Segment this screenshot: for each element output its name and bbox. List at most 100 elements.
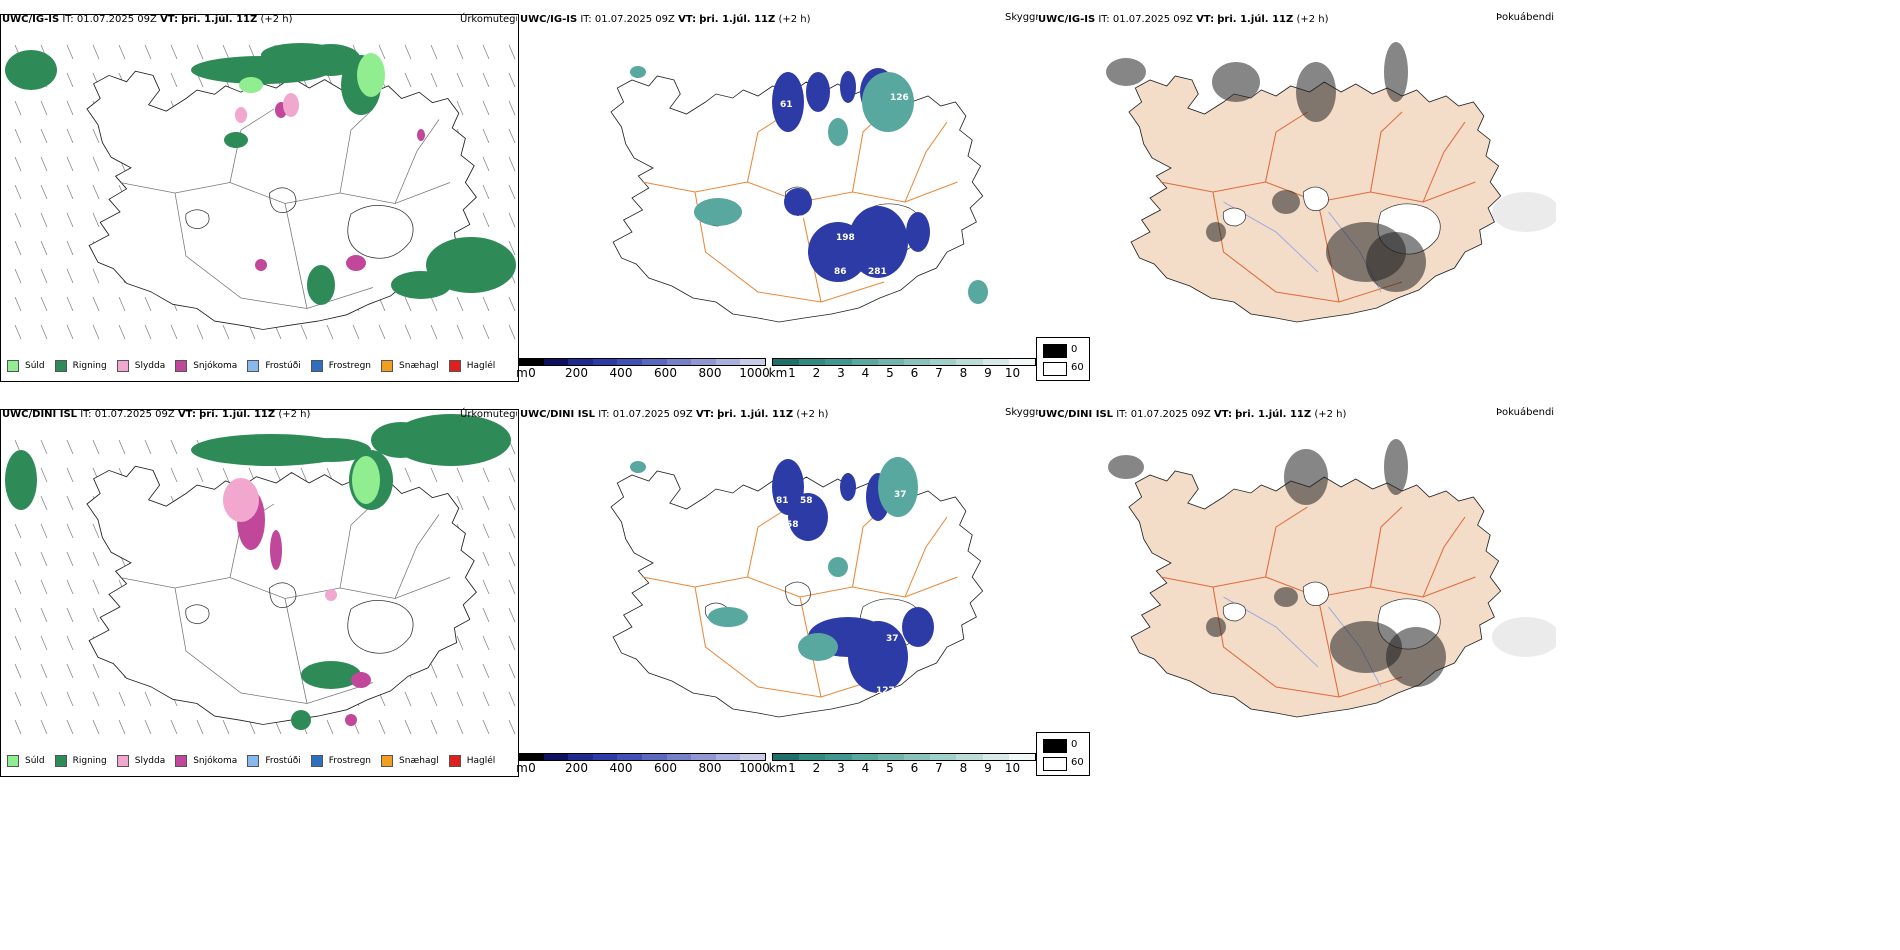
cloud-value-label: 81 bbox=[776, 496, 789, 506]
visibility-tick: 9 bbox=[984, 761, 992, 775]
wind-barb bbox=[40, 240, 48, 256]
wind-barb bbox=[40, 495, 48, 511]
wind-barb bbox=[118, 324, 126, 340]
fog-legend: 0 60 bbox=[1036, 337, 1090, 381]
wind-barb bbox=[66, 579, 74, 595]
it-label: IT: bbox=[1116, 409, 1128, 420]
ceiling-tick: 200 bbox=[565, 366, 588, 380]
legend-item: Frostúði bbox=[247, 755, 301, 767]
model-label: UWC/DINI ISL bbox=[520, 409, 596, 420]
colorbar-segment bbox=[877, 754, 905, 760]
legend-swatch bbox=[116, 755, 129, 767]
wind-barb bbox=[40, 635, 48, 651]
cloud-value-label: 126 bbox=[890, 93, 909, 103]
wind-barb bbox=[456, 663, 464, 679]
wind-barb bbox=[92, 268, 100, 284]
wind-barb bbox=[352, 324, 360, 340]
legend-item: Slydda bbox=[116, 360, 165, 372]
wind-barb bbox=[482, 128, 490, 144]
cloud-value-label: 69 bbox=[788, 133, 801, 143]
wind-barb bbox=[456, 72, 464, 88]
legend-swatch bbox=[310, 755, 323, 767]
wind-barb bbox=[14, 523, 22, 539]
wind-barb bbox=[482, 184, 490, 200]
drizzle-area bbox=[239, 77, 263, 93]
fog-map[interactable] bbox=[1036, 407, 1556, 752]
wind-barb bbox=[118, 719, 126, 735]
legend-item: Frostregn bbox=[310, 755, 371, 767]
fog-area bbox=[1384, 42, 1408, 102]
vt-value: þri. 1.júl. 11Z bbox=[199, 409, 276, 420]
wind-barb bbox=[14, 551, 22, 567]
colorbar-segment bbox=[799, 754, 826, 760]
cloud-value-label: 137 bbox=[786, 215, 805, 225]
sleet-area bbox=[283, 93, 299, 117]
precip-legend: Súld Rigning Slydda Snjókoma Frostúði Fr… bbox=[1, 750, 499, 772]
wind-barb bbox=[482, 607, 490, 623]
vt-value: þri. 1.júl. 11Z bbox=[1235, 409, 1312, 420]
precip-map[interactable] bbox=[1, 15, 516, 380]
colorbar-segment bbox=[715, 754, 741, 760]
fog-swatch-black bbox=[1043, 739, 1067, 753]
wind-barb bbox=[508, 719, 516, 735]
colorbar-segment bbox=[740, 754, 765, 760]
colorbar-segment bbox=[691, 754, 716, 760]
wind-barb bbox=[66, 156, 74, 172]
wind-barb bbox=[66, 72, 74, 88]
glacier-outline bbox=[1302, 186, 1329, 211]
legend-label: Snjókoma bbox=[193, 361, 238, 371]
precip-map[interactable] bbox=[1, 410, 516, 775]
it-label: IT: bbox=[62, 14, 74, 25]
wind-barb bbox=[508, 691, 516, 707]
colorbar-segment bbox=[904, 754, 931, 760]
ceiling-tick: 400 bbox=[609, 366, 633, 380]
colorbar-segment bbox=[617, 359, 642, 365]
wind-barb bbox=[482, 495, 490, 511]
ceiling-tick: 800 bbox=[698, 366, 722, 380]
colorbar-segment bbox=[543, 359, 569, 365]
wind-barb bbox=[482, 719, 490, 735]
wind-barb bbox=[508, 523, 516, 539]
colorbar-segment bbox=[592, 754, 618, 760]
wind-barb bbox=[508, 296, 516, 312]
visibility-unit: km bbox=[768, 366, 788, 380]
colorbar-segment bbox=[519, 754, 544, 760]
cloud-map[interactable]: 81 58 37 58 37 127 110 68 bbox=[518, 407, 1038, 752]
wind-barb bbox=[66, 495, 74, 511]
cloud-panel: 81 58 37 58 37 127 110 68 UWC/DINI ISL IT: 01.0… bbox=[518, 407, 1038, 777]
fog-area bbox=[1274, 587, 1298, 607]
wind-barb bbox=[326, 324, 334, 340]
wind-barb bbox=[66, 663, 74, 679]
wind-barb bbox=[66, 607, 74, 623]
lead-time: (+2 h) bbox=[278, 409, 311, 420]
visibility-tick: 2 bbox=[812, 761, 821, 775]
panel-header: UWC/DINI ISL IT: 01.07.2025 09Z VT: þri.… bbox=[2, 409, 310, 420]
lead-time: (+2 h) bbox=[1314, 409, 1347, 420]
wind-barb bbox=[144, 439, 152, 455]
legend-label: Rigning bbox=[72, 361, 107, 371]
wind-barb bbox=[66, 296, 74, 312]
legend-label: Haglél bbox=[466, 361, 496, 371]
model-label: UWC/IG-IS bbox=[520, 14, 578, 25]
glacier-outline bbox=[185, 604, 210, 625]
ceiling-tick: 400 bbox=[609, 761, 633, 775]
model-label: UWC/IG-IS bbox=[1038, 14, 1096, 25]
fog-title: Þokuábendi bbox=[1496, 407, 1555, 418]
fog-area bbox=[1108, 455, 1144, 479]
wind-barb bbox=[222, 719, 230, 735]
ceiling-area bbox=[788, 493, 828, 541]
precip-legend: Súld Rigning Slydda Snjókoma Frostúði Fr… bbox=[1, 355, 499, 377]
ceiling-colorbar bbox=[518, 753, 766, 761]
panel-header: UWC/IG-IS IT: 01.07.2025 09Z VT: þri. 1.… bbox=[2, 14, 293, 25]
wind-barb bbox=[40, 296, 48, 312]
fog-map[interactable] bbox=[1036, 12, 1556, 357]
cloud-map[interactable]: 61 126 69 137 198 86 281 52 89 bbox=[518, 12, 1038, 357]
wind-barb bbox=[40, 579, 48, 595]
vt-label: VT: bbox=[1213, 409, 1232, 420]
visibility-tick: 5 bbox=[886, 366, 894, 380]
cloud-value-label: 198 bbox=[836, 233, 855, 243]
rain-area bbox=[301, 661, 361, 689]
wind-barb bbox=[66, 324, 74, 340]
cloud-panel: 61 126 69 137 198 86 281 52 89 UWC/IG-IS IT: 01.… bbox=[518, 12, 1038, 382]
fog-area bbox=[1212, 62, 1260, 102]
